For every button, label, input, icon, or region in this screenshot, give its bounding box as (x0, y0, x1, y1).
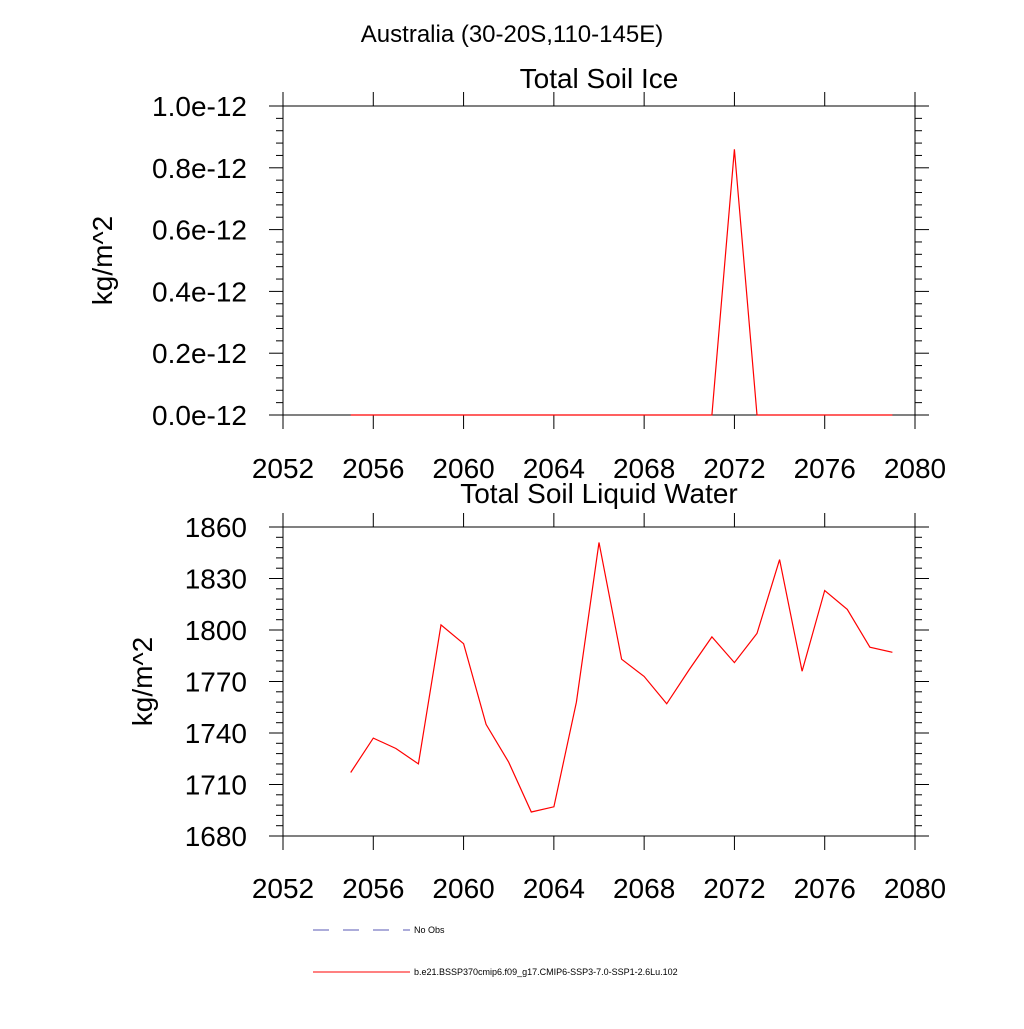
x-tick-label: 2060 (432, 453, 494, 484)
y-tick-label: 1860 (185, 512, 247, 543)
y-tick-label: 1710 (185, 770, 247, 801)
x-tick-label: 2052 (252, 873, 314, 904)
x-tick-label: 2080 (884, 453, 946, 484)
legend-label-no-obs: No Obs (414, 925, 445, 935)
legend-label-simulation: b.e21.BSSP370cmip6.f09_g17.CMIP6-SSP3-7.… (414, 967, 678, 977)
plot-panel-2: Total Soil Liquid Water 1680 1710 1740 1770 1… (127, 478, 946, 904)
x-tick-label: 2068 (613, 873, 675, 904)
x-tick-label: 2072 (703, 873, 765, 904)
y-tick-label: 0.6e-12 (152, 215, 247, 246)
panel-title: Total Soil Ice (520, 63, 679, 94)
x-tick-label: 2064 (523, 453, 585, 484)
x-tick-label: 2052 (252, 453, 314, 484)
y-tick-label: 0.4e-12 (152, 276, 247, 307)
x-tick-label: 2072 (703, 453, 765, 484)
y-tick-label: 1770 (185, 667, 247, 698)
plot-frame (282, 105, 916, 416)
y-tick-label: 1800 (185, 615, 247, 646)
x-tick-label: 2056 (342, 453, 404, 484)
x-tick-label: 2064 (523, 873, 585, 904)
y-tick-label: 1740 (185, 718, 247, 749)
x-tick-label: 2080 (884, 873, 946, 904)
x-tick-label: 2076 (794, 453, 856, 484)
series-line (350, 149, 893, 416)
legend: No Obs b.e21.BSSP370cmip6.f09_g17.CMIP6-S… (313, 925, 678, 977)
y-tick-label: 0.2e-12 (152, 338, 247, 369)
x-tick-label: 2076 (794, 873, 856, 904)
y-tick-label: 1.0e-12 (152, 91, 247, 122)
y-tick-label: 1680 (185, 821, 247, 852)
y-axis-label: kg/m^2 (87, 216, 118, 305)
y-axis-label: kg/m^2 (127, 637, 158, 726)
x-tick-label: 2056 (342, 873, 404, 904)
panel-title: Total Soil Liquid Water (460, 478, 738, 509)
y-tick-label: 0.0e-12 (152, 400, 247, 431)
figure-title: Australia (30-20S,110-145E) (361, 21, 663, 48)
x-tick-label: 2068 (613, 453, 675, 484)
y-tick-label: 1830 (185, 564, 247, 595)
y-tick-label: 0.8e-12 (152, 153, 247, 184)
plot-panel-1: Total Soil Ice 0.0e-12 0.2e-12 0.4e-12 0.6e-… (87, 63, 946, 484)
x-tick-label: 2060 (432, 873, 494, 904)
series-line (350, 542, 893, 813)
plot-frame (282, 526, 916, 837)
